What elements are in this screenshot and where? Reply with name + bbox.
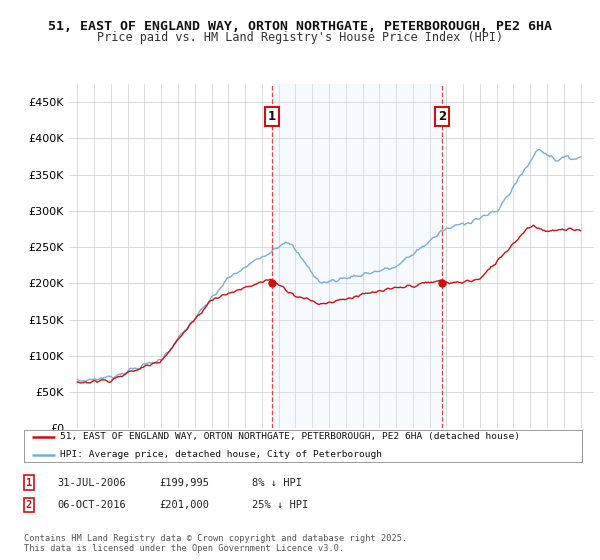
Text: HPI: Average price, detached house, City of Peterborough: HPI: Average price, detached house, City… <box>60 450 382 459</box>
Text: 8% ↓ HPI: 8% ↓ HPI <box>252 478 302 488</box>
Text: 31-JUL-2006: 31-JUL-2006 <box>57 478 126 488</box>
Text: Price paid vs. HM Land Registry's House Price Index (HPI): Price paid vs. HM Land Registry's House … <box>97 31 503 44</box>
Text: 1: 1 <box>268 110 275 123</box>
Text: 51, EAST OF ENGLAND WAY, ORTON NORTHGATE, PETERBOROUGH, PE2 6HA: 51, EAST OF ENGLAND WAY, ORTON NORTHGATE… <box>48 20 552 32</box>
Text: 51, EAST OF ENGLAND WAY, ORTON NORTHGATE, PETERBOROUGH, PE2 6HA (detached house): 51, EAST OF ENGLAND WAY, ORTON NORTHGATE… <box>60 432 520 441</box>
Bar <box>272 84 442 428</box>
Text: 1: 1 <box>26 478 32 488</box>
Text: 25% ↓ HPI: 25% ↓ HPI <box>252 500 308 510</box>
Text: 2: 2 <box>439 110 446 123</box>
Text: 2: 2 <box>26 500 32 510</box>
Text: Contains HM Land Registry data © Crown copyright and database right 2025.
This d: Contains HM Land Registry data © Crown c… <box>24 534 407 553</box>
Text: £201,000: £201,000 <box>159 500 209 510</box>
Text: £199,995: £199,995 <box>159 478 209 488</box>
Text: 06-OCT-2016: 06-OCT-2016 <box>57 500 126 510</box>
